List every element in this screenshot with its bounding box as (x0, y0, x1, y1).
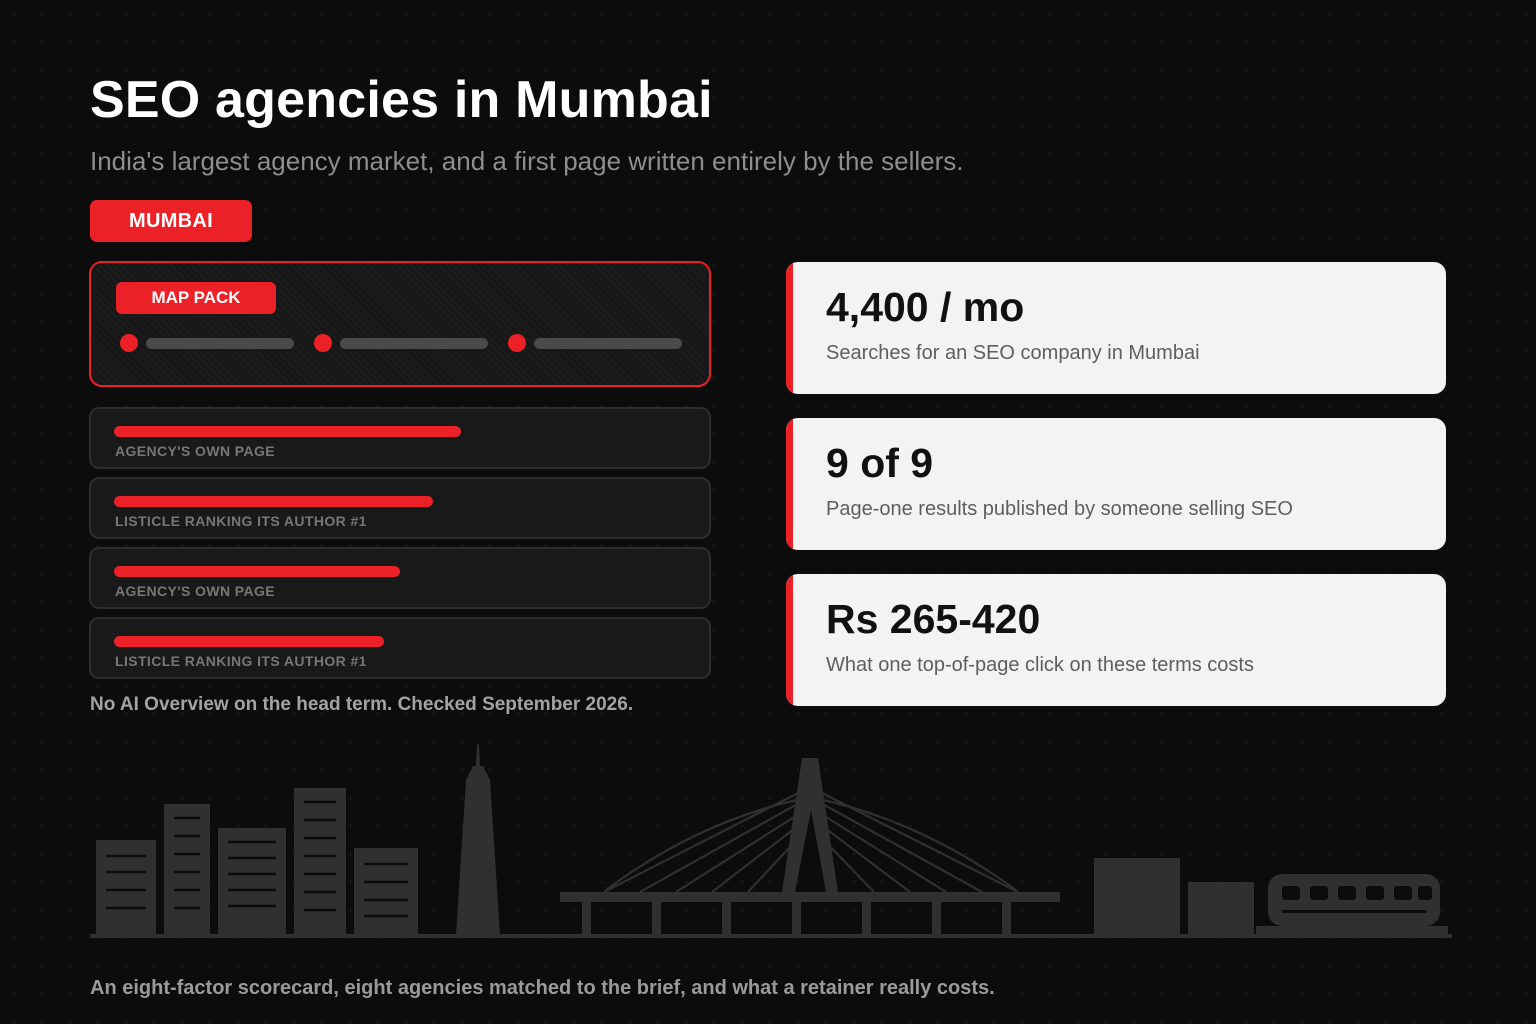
result-type-label: LISTICLE RANKING ITS AUTHOR #1 (115, 513, 367, 529)
stat-card-search-volume: 4,400 / mo Searches for an SEO company i… (786, 262, 1446, 394)
organic-result: LISTICLE RANKING ITS AUTHOR #1 (89, 477, 711, 539)
map-pin-icon (508, 334, 526, 352)
serp-footnote: No AI Overview on the head term. Checked… (90, 694, 634, 715)
result-type-label: LISTICLE RANKING ITS AUTHOR #1 (115, 653, 367, 669)
result-title-bar (114, 426, 461, 437)
page-subtitle: India's largest agency market, and a fir… (90, 146, 964, 176)
stat-label: Searches for an SEO company in Mumbai (826, 342, 1200, 364)
stat-value: 9 of 9 (826, 440, 934, 486)
mumbai-skyline-illustration (90, 744, 1452, 938)
footer-summary: An eight-factor scorecard, eight agencie… (90, 977, 995, 999)
stat-label: Page-one results published by someone se… (826, 498, 1293, 520)
result-title-bar (114, 496, 433, 507)
map-listing-placeholder (146, 338, 294, 349)
organic-result: AGENCY'S OWN PAGE (89, 547, 711, 609)
map-pin-icon (120, 334, 138, 352)
map-listing-placeholder (340, 338, 488, 349)
map-pin-icon (314, 334, 332, 352)
result-type-label: AGENCY'S OWN PAGE (115, 583, 275, 599)
stat-card-page-one-results: 9 of 9 Page-one results published by som… (786, 418, 1446, 550)
city-badge: MUMBAI (90, 200, 252, 242)
result-title-bar (114, 636, 384, 647)
result-title-bar (114, 566, 400, 577)
stat-value: 4,400 / mo (826, 284, 1025, 330)
map-listing (310, 333, 488, 353)
map-listing (116, 333, 294, 353)
map-listing (504, 333, 682, 353)
organic-result: LISTICLE RANKING ITS AUTHOR #1 (89, 617, 711, 679)
stat-value: Rs 265-420 (826, 596, 1041, 642)
organic-result: AGENCY'S OWN PAGE (89, 407, 711, 469)
result-type-label: AGENCY'S OWN PAGE (115, 443, 275, 459)
page-title: SEO agencies in Mumbai (90, 71, 713, 129)
map-pack-tag: MAP PACK (116, 282, 276, 314)
stat-card-click-cost: Rs 265-420 What one top-of-page click on… (786, 574, 1446, 706)
map-listing-placeholder (534, 338, 682, 349)
map-pack-card: MAP PACK (89, 261, 711, 387)
stat-label: What one top-of-page click on these term… (826, 654, 1254, 676)
